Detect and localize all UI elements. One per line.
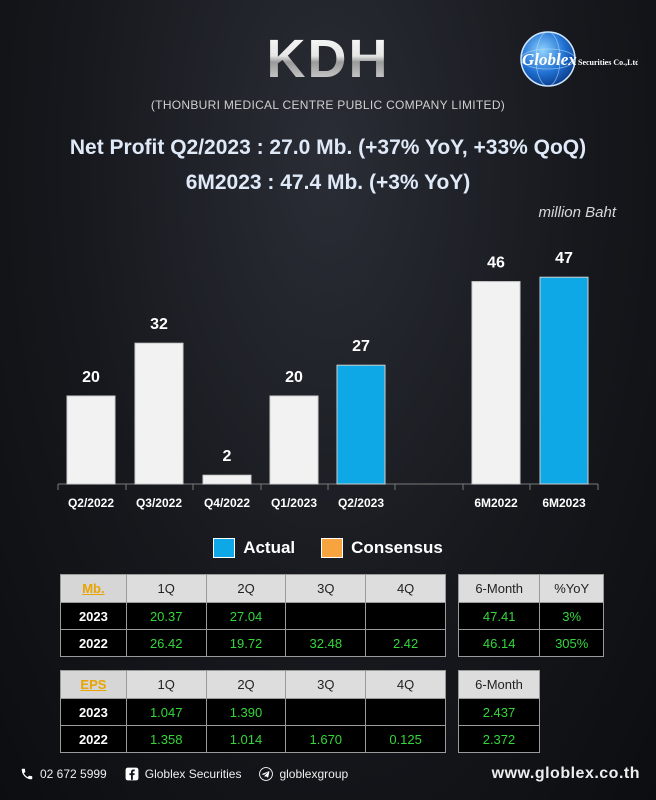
table-cell: 305% xyxy=(539,629,604,657)
table-cell xyxy=(365,602,446,630)
legend-swatch-consensus xyxy=(321,538,344,558)
table-row: 2022 26.42 19.72 32.48 2.42 xyxy=(60,629,446,657)
eps-header-6month: 6-Month xyxy=(458,670,540,699)
legend-label-consensus: Consensus xyxy=(351,538,443,557)
bar-q1-2023 xyxy=(269,395,319,485)
footer-telegram[interactable]: globlexgroup xyxy=(259,767,348,781)
table-row: 2022 1.358 1.014 1.670 0.125 xyxy=(60,725,446,753)
unit-label: million Baht xyxy=(538,204,616,221)
data-label: 32 xyxy=(150,316,168,333)
row-year: 2022 xyxy=(60,725,127,753)
headline-6m: 6M2023 : 47.4 Mb. (+3% YoY) xyxy=(185,171,471,194)
table-cell: 1.047 xyxy=(125,698,207,726)
footer-facebook[interactable]: Globlex Securities xyxy=(125,767,242,781)
table-cell: 1.358 xyxy=(125,725,207,753)
bar-q4-2022 xyxy=(202,474,252,485)
table-cell xyxy=(285,698,367,726)
table-cell: 1.670 xyxy=(285,725,367,753)
mb-header-1q: 1Q xyxy=(125,574,207,603)
x-tick-label: 6M2022 xyxy=(474,496,518,510)
table-row: 2.372 xyxy=(458,725,540,753)
table-cell xyxy=(285,602,367,630)
eps-summary-table: 6-Month 2.437 2.372 xyxy=(458,670,540,753)
mb-header-6month: 6-Month xyxy=(457,574,541,603)
mb-header-4q: 4Q xyxy=(365,574,446,603)
x-tick-label: 6M2023 xyxy=(542,496,586,510)
data-label: 47 xyxy=(555,250,573,267)
row-year: 2023 xyxy=(60,698,127,726)
eps-quarterly-table: EPS 1Q 2Q 3Q 4Q 2023 1.047 1.390 2022 1.… xyxy=(60,670,446,753)
footer-phone: 02 672 5999 xyxy=(20,767,107,781)
x-tick-label: Q4/2022 xyxy=(204,496,250,510)
row-year: 2022 xyxy=(60,629,127,657)
company-name: (THONBURI MEDICAL CENTRE PUBLIC COMPANY … xyxy=(150,98,506,112)
table-cell: 46.14 xyxy=(457,629,541,657)
bar-6m2022 xyxy=(471,281,521,485)
mb-table-corner: Mb. xyxy=(60,574,127,603)
table-cell xyxy=(365,698,446,726)
facebook-label: Globlex Securities xyxy=(144,767,242,781)
table-cell: 26.42 xyxy=(125,629,207,657)
website-link[interactable]: www.globlex.co.th xyxy=(491,765,640,782)
legend-item-actual: Actual xyxy=(213,538,295,558)
data-label: 20 xyxy=(82,369,100,386)
logo-text: Globlex xyxy=(522,50,577,69)
footer: 02 672 5999 Globlex Securities globlexgr… xyxy=(20,764,640,784)
table-cell: 0.125 xyxy=(365,725,446,753)
table-cell: 2.372 xyxy=(458,725,540,753)
table-cell: 47.41 xyxy=(457,602,541,630)
x-tick-label: Q2/2023 xyxy=(338,496,384,510)
table-cell: 2.42 xyxy=(365,629,446,657)
mb-header-yoy: %YoY xyxy=(539,574,604,603)
table-cell: 2.437 xyxy=(458,698,540,726)
net-profit-bar-chart: 20 Q2/2022 32 Q3/2022 2 Q4/2022 20 Q1/2023 27 Q2/… xyxy=(57,250,599,510)
bar-q3-2022 xyxy=(134,342,184,485)
table-row: 2023 1.047 1.390 xyxy=(60,698,446,726)
mb-header-2q: 2Q xyxy=(205,574,287,603)
legend-label-actual: Actual xyxy=(243,538,296,557)
table-row: 47.41 3% xyxy=(457,602,604,630)
bar-q2-2023 xyxy=(336,364,386,485)
telegram-label: globlexgroup xyxy=(279,767,349,781)
data-label: 27 xyxy=(352,338,370,355)
chart-legend: Actual Consensus xyxy=(0,538,656,558)
bar-6m2023 xyxy=(539,276,589,485)
table-cell: 1.014 xyxy=(205,725,287,753)
eps-header-4q: 4Q xyxy=(365,670,446,699)
table-cell: 19.72 xyxy=(205,629,287,657)
table-cell: 3% xyxy=(539,602,604,630)
table-row: 2.437 xyxy=(458,698,540,726)
table-row: 2023 20.37 27.04 xyxy=(60,602,446,630)
headline-net-profit: Net Profit Q2/2023 : 27.0 Mb. (+37% YoY,… xyxy=(69,136,587,159)
ticker-title: KDH xyxy=(0,28,656,90)
x-tick-label: Q2/2022 xyxy=(68,496,114,510)
data-label: 46 xyxy=(487,255,505,272)
telegram-icon xyxy=(259,767,274,781)
table-cell: 1.390 xyxy=(205,698,287,726)
eps-header-3q: 3Q xyxy=(285,670,367,699)
globlex-logo: Globlex Securities Co.,Ltd. xyxy=(520,31,638,87)
x-tick-label: Q3/2022 xyxy=(136,496,182,510)
data-label: 20 xyxy=(285,369,303,386)
row-year: 2023 xyxy=(60,602,127,630)
table-cell: 27.04 xyxy=(205,602,287,630)
legend-swatch-actual xyxy=(213,538,236,558)
data-label: 2 xyxy=(223,448,232,465)
phone-icon xyxy=(21,768,33,780)
table-cell: 32.48 xyxy=(285,629,367,657)
legend-item-consensus: Consensus xyxy=(321,538,443,558)
facebook-icon xyxy=(125,767,139,781)
phone-number: 02 672 5999 xyxy=(40,767,107,781)
eps-table-corner: EPS xyxy=(60,670,127,699)
table-row: 46.14 305% xyxy=(457,629,604,657)
mb-quarterly-table: Mb. 1Q 2Q 3Q 4Q 2023 20.37 27.04 2022 26… xyxy=(60,574,446,657)
bar-q2-2022 xyxy=(66,395,116,485)
mb-header-3q: 3Q xyxy=(285,574,367,603)
mb-summary-table: 6-Month %YoY 47.41 3% 46.14 305% xyxy=(457,574,604,657)
table-cell: 20.37 xyxy=(125,602,207,630)
x-tick-label: Q1/2023 xyxy=(271,496,317,510)
eps-header-2q: 2Q xyxy=(205,670,287,699)
logo-suffix: Securities Co.,Ltd. xyxy=(578,58,638,67)
eps-header-1q: 1Q xyxy=(125,670,207,699)
